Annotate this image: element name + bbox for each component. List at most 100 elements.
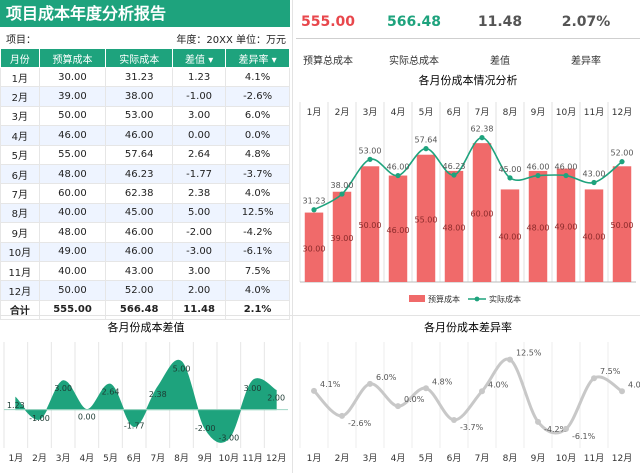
table-cell: 31.23 — [105, 66, 174, 88]
x-tick-label: 10月 — [219, 453, 239, 464]
line-point — [507, 175, 513, 181]
rate-value-label: -4.2% — [544, 425, 568, 434]
line-value-label: 46.00 — [527, 163, 550, 172]
table-cell: 52.00 — [105, 280, 174, 301]
bar-value-label: 50.00 — [611, 221, 634, 230]
x-tick-label: 7月 — [150, 453, 165, 464]
table-cell: 62.38 — [105, 183, 174, 204]
x-tick-label: 1月 — [307, 107, 322, 118]
kpi-label: 预算总成本 — [303, 56, 353, 67]
rate-point — [619, 388, 625, 395]
table-cell: -1.00 — [172, 86, 227, 107]
bar-budget — [472, 143, 492, 282]
rate-point — [311, 387, 317, 394]
line-point — [423, 146, 429, 152]
line-point — [535, 172, 541, 179]
total-cell: 合计 — [0, 299, 40, 321]
table-cell: 6月 — [0, 163, 40, 185]
year-label: 年度：20XX — [176, 35, 233, 46]
bar-budget — [416, 154, 436, 282]
x-tick-label: 12月 — [612, 107, 632, 118]
diff-value-label: 2.38 — [149, 390, 167, 399]
x-tick-label: 9月 — [531, 107, 546, 118]
bar-value-label: 55.00 — [415, 215, 438, 224]
rate-value-label: 6.0% — [376, 373, 397, 382]
table-cell: 4.8% — [225, 144, 290, 165]
bar-budget — [444, 170, 464, 282]
x-tick-label: 1月 — [307, 453, 322, 464]
rate-value-label: 4.8% — [432, 377, 453, 386]
rate-point — [451, 416, 457, 423]
x-tick-label: 12月 — [266, 453, 286, 464]
line-point — [395, 172, 401, 179]
bar-value-label: 46.00 — [387, 226, 410, 235]
x-tick-label: 5月 — [419, 453, 434, 464]
x-tick-label: 11月 — [584, 453, 604, 464]
bar-value-label: 50.00 — [359, 221, 382, 230]
rate-value-label: 12.5% — [516, 349, 542, 358]
kpi-value: 11.48 — [477, 14, 523, 30]
x-tick-label: 6月 — [127, 453, 142, 464]
kpi-card: 2.07% 差异率 — [546, 0, 626, 70]
table-header-cell[interactable]: 差值 ▾ — [172, 48, 227, 68]
line-point — [367, 156, 373, 162]
kpi-divider — [296, 38, 640, 39]
table-header-cell: 预算成本 — [38, 48, 107, 68]
table-cell: 50.00 — [38, 105, 107, 127]
rate-point — [591, 375, 597, 382]
table-cell: 57.64 — [105, 144, 174, 165]
kpi-label: 差异率 — [571, 56, 601, 67]
table-header-cell: 月份 — [0, 48, 40, 68]
total-cell: 566.48 — [105, 299, 174, 321]
line-point — [479, 135, 485, 141]
kpi-card: 11.48 差值 — [460, 0, 540, 70]
bar-budget — [500, 189, 520, 282]
table-cell: 3月 — [0, 105, 40, 127]
diff-value-label: 3.00 — [54, 384, 72, 393]
table-cell: 46.23 — [105, 163, 174, 185]
line-point — [311, 207, 317, 213]
table-header-cell: 实际成本 — [105, 48, 174, 68]
x-tick-label: 11月 — [584, 107, 604, 118]
bar-value-label: 40.00 — [499, 233, 522, 242]
table-cell: 12.5% — [225, 202, 290, 224]
diff-area — [15, 359, 277, 443]
table-cell: 7.5% — [225, 260, 290, 282]
table-row: 10月 49.00 46.00 -3.00 -6.1% — [0, 241, 290, 262]
table-cell: 2.00 — [172, 280, 227, 301]
line-value-label: 57.64 — [415, 136, 438, 145]
chart-title: 各月份成本差异率 — [424, 320, 512, 334]
cost-table: 月份 预算成本 实际成本 差值 ▾ 差异率 ▾ 1月 30.00 31.23 1.23 4.1%… — [0, 48, 290, 321]
table-header-cell[interactable]: 差异率 ▾ — [225, 48, 290, 68]
x-tick-label: 12月 — [612, 453, 632, 464]
line-point — [563, 172, 569, 179]
table-row: 2月 39.00 38.00 -1.00 -2.6% — [0, 86, 290, 107]
x-tick-label: 9月 — [198, 453, 213, 464]
table-cell: 1.23 — [172, 66, 227, 88]
x-tick-label: 2月 — [335, 453, 350, 464]
table-cell: -2.00 — [172, 222, 227, 243]
x-tick-label: 4月 — [391, 453, 406, 464]
table-cell: 39.00 — [38, 86, 107, 107]
table-cell: -2.6% — [225, 86, 290, 107]
rate-point — [339, 412, 345, 419]
table-row: 12月 50.00 52.00 2.00 4.0% — [0, 280, 290, 301]
bar-budget — [304, 212, 324, 282]
diff-value-label: -1.00 — [29, 414, 50, 423]
rate-point — [563, 425, 569, 432]
table-cell: 60.00 — [38, 183, 107, 204]
diff-value-label: -3.00 — [218, 433, 239, 442]
rate-value-label: -6.1% — [572, 432, 596, 441]
table-cell: 4月 — [0, 125, 40, 146]
table-cell: 9月 — [0, 222, 40, 243]
table-cell: 43.00 — [105, 260, 174, 282]
table-row: 3月 50.00 53.00 3.00 6.0% — [0, 105, 290, 127]
table-cell: 0.00 — [172, 125, 227, 146]
report-title: 项目成本年度分析报告 — [0, 0, 290, 27]
table-cell: 38.00 — [105, 86, 174, 107]
x-tick-label: 11月 — [242, 453, 262, 464]
x-tick-label: 3月 — [363, 453, 378, 464]
line-value-label: 31.23 — [303, 197, 326, 206]
x-tick-label: 6月 — [447, 453, 462, 464]
table-cell: -3.7% — [225, 163, 290, 185]
